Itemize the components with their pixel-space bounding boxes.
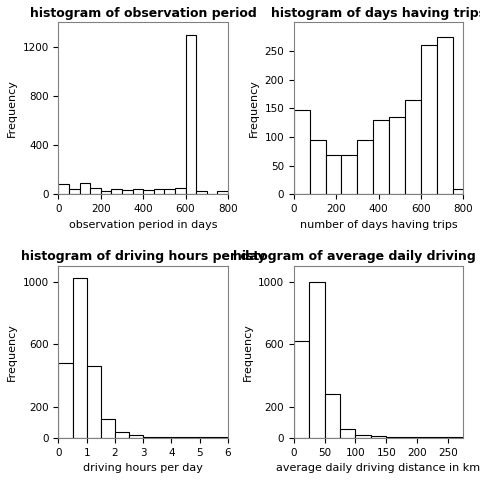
Bar (72, 278, 87, 438)
Bar (115, 432, 129, 438)
Bar (453, 189, 463, 194)
Bar (324, 394, 340, 438)
Bar (175, 188, 186, 194)
Bar (405, 100, 421, 194)
Bar (310, 140, 325, 194)
X-axis label: number of days having trips: number of days having trips (300, 219, 457, 229)
Bar (90, 188, 101, 194)
Bar (341, 156, 358, 194)
Bar (186, 35, 196, 194)
Bar (87, 366, 101, 438)
Bar (154, 189, 164, 194)
Bar (309, 282, 324, 438)
Bar (69, 189, 80, 194)
Bar (294, 109, 310, 194)
Bar (217, 191, 228, 194)
Title: histogram of average daily driving distan: histogram of average daily driving dista… (233, 251, 480, 264)
Bar (122, 190, 132, 194)
Title: histogram of driving hours per day: histogram of driving hours per day (21, 251, 265, 264)
Y-axis label: Frequency: Frequency (249, 80, 259, 137)
Y-axis label: Frequency: Frequency (7, 323, 17, 381)
Bar (80, 183, 90, 194)
Bar (355, 435, 371, 438)
Bar (101, 419, 115, 438)
Bar (59, 363, 72, 438)
Bar (143, 436, 157, 438)
Bar (389, 117, 405, 194)
Bar (59, 184, 69, 194)
Bar (111, 190, 122, 194)
X-axis label: driving hours per day: driving hours per day (83, 463, 203, 473)
X-axis label: observation period in days: observation period in days (69, 219, 217, 229)
Bar (421, 46, 437, 194)
Bar (325, 156, 341, 194)
Bar (386, 437, 402, 438)
Bar (132, 190, 143, 194)
Bar (358, 140, 373, 194)
Bar (101, 191, 111, 194)
Y-axis label: Frequency: Frequency (7, 80, 17, 137)
Bar (373, 120, 389, 194)
Y-axis label: Frequency: Frequency (242, 323, 252, 381)
Bar (294, 341, 309, 438)
Bar (129, 435, 143, 438)
X-axis label: average daily driving distance in km: average daily driving distance in km (276, 463, 480, 473)
Bar (340, 429, 355, 438)
Bar (157, 437, 171, 438)
Bar (196, 191, 207, 194)
Bar (371, 436, 386, 438)
Bar (437, 37, 453, 194)
Title: histogram of days having trips: histogram of days having trips (271, 7, 480, 20)
Title: histogram of observation period: histogram of observation period (30, 7, 256, 20)
Bar (143, 190, 154, 194)
Bar (164, 190, 175, 194)
